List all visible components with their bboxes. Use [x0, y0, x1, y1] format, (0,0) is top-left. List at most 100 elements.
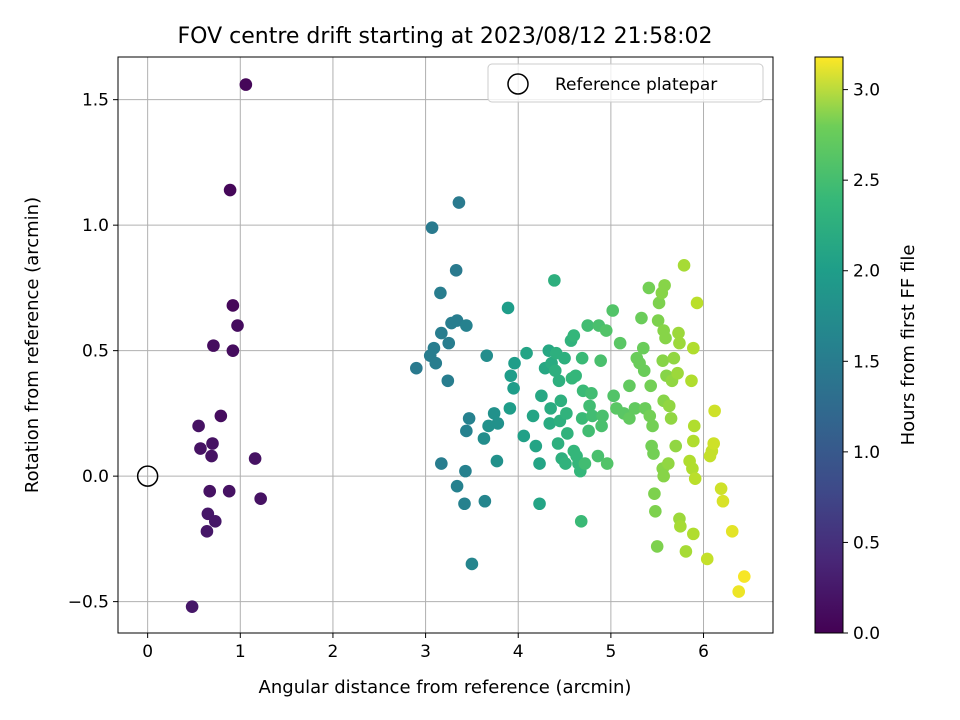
colorbar-tick-label: 0.5	[853, 533, 880, 553]
y-tick-label: 0.0	[82, 467, 109, 487]
data-point	[581, 319, 595, 332]
data-point	[732, 585, 746, 598]
data-point	[231, 319, 244, 332]
data-point	[677, 259, 691, 272]
data-point	[648, 487, 661, 501]
data-point	[504, 369, 518, 383]
data-point	[458, 497, 471, 511]
data-point	[575, 351, 589, 365]
data-point	[434, 286, 447, 300]
data-point	[687, 434, 700, 448]
data-point	[585, 387, 598, 400]
data-point	[435, 326, 448, 340]
data-point	[491, 417, 505, 430]
data-point	[656, 354, 670, 367]
data-point	[465, 557, 479, 571]
data-point	[480, 349, 494, 362]
legend-marker-icon	[507, 73, 529, 95]
data-point	[628, 402, 642, 415]
data-point	[594, 354, 607, 367]
data-point	[459, 464, 472, 478]
data-point	[567, 329, 581, 342]
data-point	[503, 402, 517, 415]
data-point	[688, 472, 702, 485]
data-point	[642, 281, 656, 295]
data-point	[208, 515, 222, 528]
data-point	[462, 412, 476, 425]
data-point	[578, 457, 592, 470]
data-point	[671, 366, 684, 380]
data-point	[207, 339, 220, 352]
data-point	[450, 479, 464, 493]
data-point	[460, 424, 473, 438]
data-point	[737, 570, 751, 583]
data-point	[559, 457, 572, 470]
data-point	[533, 457, 546, 470]
data-point	[595, 419, 608, 433]
data-point	[490, 454, 504, 468]
data-point	[662, 399, 676, 413]
data-point	[548, 364, 562, 378]
data-point	[643, 409, 657, 423]
data-point	[664, 412, 678, 425]
data-point	[517, 429, 531, 443]
data-point	[687, 419, 701, 433]
data-point	[561, 427, 574, 440]
data-point	[606, 304, 620, 317]
data-point	[591, 449, 605, 463]
x-tick-label: 5	[605, 642, 616, 662]
data-point	[644, 379, 658, 393]
data-point	[658, 279, 671, 292]
reference-point-marker	[136, 465, 159, 487]
y-axis-label: Rotation from reference (arcmin)	[22, 197, 43, 493]
data-point	[194, 442, 207, 455]
data-point	[477, 432, 491, 445]
data-point	[222, 484, 236, 498]
data-point	[441, 374, 455, 388]
data-point	[623, 379, 636, 393]
data-point	[725, 525, 739, 538]
data-point	[200, 525, 214, 538]
data-point	[248, 452, 262, 465]
data-point	[226, 344, 240, 357]
data-point	[673, 336, 686, 350]
colorbar	[814, 56, 844, 634]
x-axis-ticks: 0 1 2 3 4 5 6	[142, 633, 709, 662]
y-axis-ticks: −0.5 0.0 0.5 1.0 1.5	[68, 91, 118, 613]
data-point	[647, 447, 660, 460]
data-point	[649, 504, 662, 518]
data-point	[569, 369, 582, 383]
data-point	[501, 301, 515, 315]
y-tick-label: 1.5	[82, 91, 109, 111]
data-point	[646, 419, 659, 433]
data-point	[685, 374, 698, 388]
data-point	[558, 351, 571, 365]
data-point	[635, 311, 648, 325]
data-point	[429, 356, 443, 370]
data-point	[700, 552, 714, 566]
data-point	[623, 412, 636, 425]
data-point	[452, 196, 466, 209]
data-point	[672, 326, 685, 340]
data-point	[636, 341, 650, 355]
data-points	[185, 78, 751, 613]
data-point	[669, 439, 683, 453]
data-point	[674, 520, 687, 533]
data-point	[478, 494, 492, 508]
data-point	[650, 540, 664, 553]
data-point	[226, 299, 240, 312]
data-point	[662, 457, 675, 470]
data-point	[707, 437, 721, 450]
data-point	[600, 457, 614, 470]
data-point	[203, 484, 217, 498]
data-point	[410, 361, 423, 375]
data-point	[552, 374, 566, 388]
x-tick-label: 6	[698, 642, 709, 662]
data-point	[651, 314, 665, 327]
data-point	[450, 314, 464, 327]
data-point	[652, 296, 666, 310]
data-point	[554, 394, 568, 408]
grid-lines	[118, 57, 773, 633]
data-point	[535, 389, 548, 403]
